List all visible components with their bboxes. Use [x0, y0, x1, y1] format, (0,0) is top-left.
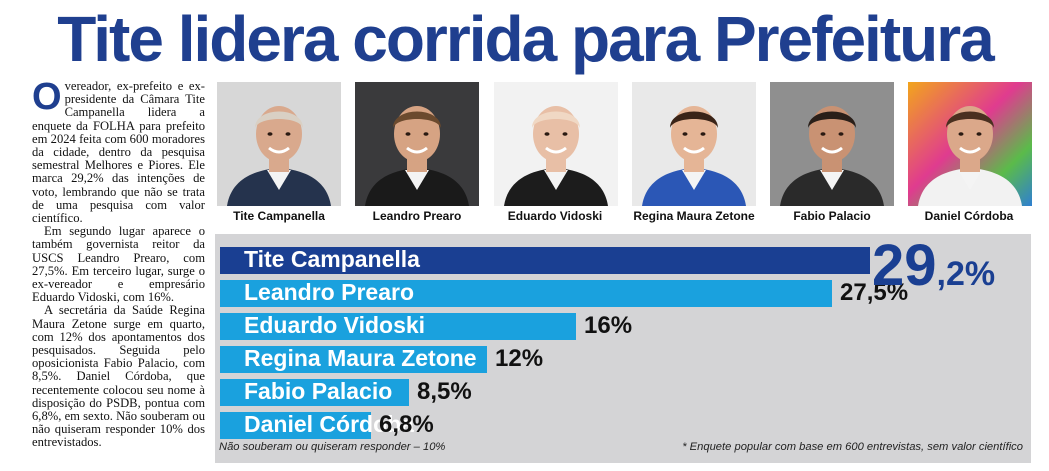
- candidate-photo: [908, 82, 1032, 206]
- chart-bar: [220, 346, 487, 373]
- chart-bar-label: Daniel Córdoba: [244, 411, 414, 437]
- candidate-photo: [217, 82, 341, 206]
- candidate-photo-name: Eduardo Vidoski: [507, 209, 603, 223]
- footnote-methodology: * Enquete popular com base em 600 entrev…: [682, 441, 1023, 453]
- chart-bar: [220, 379, 409, 406]
- chart-bar-value: 27,5%: [840, 279, 909, 306]
- chart-bar-value: 12%: [495, 345, 544, 372]
- chart-bar-label: Tite Campanella: [244, 246, 420, 272]
- candidate-photo-name: Regina Maura Zetone: [633, 209, 755, 223]
- chart-bar-value: 8,5%: [417, 378, 472, 405]
- article-paragraph-2: Em segundo lugar aparece o também govern…: [32, 224, 205, 305]
- chart-bar: [220, 280, 832, 307]
- chart-bar-label: Regina Maura Zetone: [244, 345, 477, 371]
- candidate-photo: [494, 82, 618, 206]
- chart-bar-label: Fabio Palacio: [244, 378, 393, 404]
- chart-bar: [220, 412, 371, 439]
- headline: Tite lidera corrida para Prefeitura: [57, 3, 994, 75]
- candidate-photo: [770, 82, 894, 206]
- candidate-photo-name: Tite Campanella: [233, 209, 325, 223]
- chart-bar-value: 6,8%: [379, 411, 434, 438]
- candidate-photo-name: Leandro Prearo: [372, 209, 462, 223]
- chart-bar: [220, 247, 870, 274]
- candidate-photo: [355, 82, 479, 206]
- chart-top-value: 29,2%: [872, 232, 995, 299]
- candidate-photo-name: Fabio Palacio: [793, 209, 871, 223]
- chart-top-value-integer: 29: [872, 233, 937, 298]
- article-paragraph-3: A secretária da Saúde Regina Maura Zeton…: [32, 303, 205, 450]
- chart-bar-value: 16%: [584, 312, 633, 339]
- footnote-no-answer: Não souberam ou quiseram responder – 10%: [219, 441, 446, 453]
- chart-bar: [220, 313, 576, 340]
- chart-bar-label: Eduardo Vidoski: [244, 312, 426, 338]
- candidate-photo-name: Daniel Córdoba: [924, 209, 1014, 223]
- chart-top-value-decimal: ,2%: [936, 255, 996, 293]
- chart-bar-label: Leandro Prearo: [244, 279, 414, 305]
- results-chart: Tite Campanella Leandro Prearo 27,5% Eduard…: [215, 232, 1031, 463]
- dropcap: O: [32, 80, 62, 118]
- candidate-photo: [632, 82, 756, 206]
